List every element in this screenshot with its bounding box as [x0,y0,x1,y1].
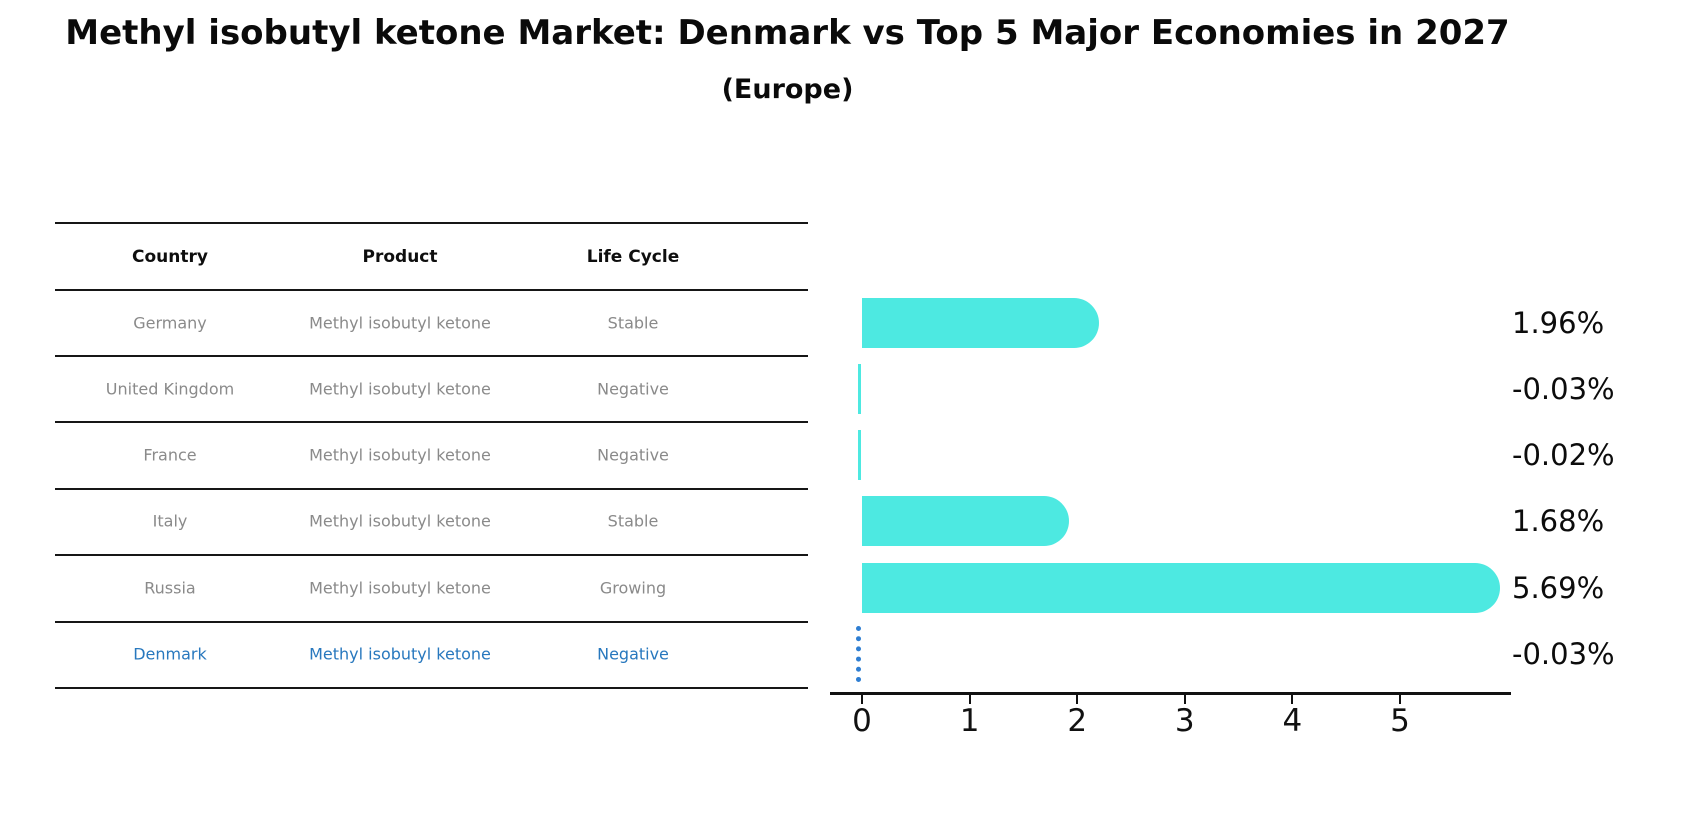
x-axis-tick [1399,695,1401,704]
table-cell-country: Denmark [133,644,207,664]
table-cell-country: Italy [152,511,188,531]
bar-italy [862,496,1069,546]
bar-germany [862,298,1099,348]
table-cell-product: Methyl isobutyl ketone [309,379,491,399]
table-rule [55,687,808,689]
x-axis-tick [861,695,863,704]
x-axis-tick [1183,695,1186,704]
table-rule [55,355,808,357]
table-cell-country: France [143,445,197,465]
bar-france [858,430,861,480]
table-cell-country: United Kingdom [105,379,235,399]
table-rule [55,421,808,423]
table-cell-lifecycle: Stable [607,313,659,333]
table-cell-lifecycle: Negative [597,445,669,465]
bar-russia [862,563,1501,613]
column-header-product: Product [362,247,438,267]
x-axis-tick-label: 2 [1067,703,1088,739]
x-axis-tick-label: 4 [1282,703,1303,739]
x-axis-line [830,692,1511,695]
table-cell-product: Methyl isobutyl ketone [309,644,491,664]
table-cell-lifecycle: Growing [599,578,667,598]
table-rule [55,554,808,556]
table-rule [55,289,808,291]
table-cell-lifecycle: Negative [597,644,669,664]
value-label-russia: 5.69% [1512,571,1605,605]
table-cell-product: Methyl isobutyl ketone [309,445,491,465]
column-header-country: Country [132,247,208,267]
table-rule [55,621,808,623]
x-axis-tick-label: 5 [1390,703,1410,739]
column-header-lifecycle: Life Cycle [586,247,680,267]
value-label-united-kingdom: -0.03% [1512,372,1615,406]
table-rule [55,488,808,490]
page-title: Methyl isobutyl ketone Market: Denmark v… [65,13,1510,53]
table-cell-product: Methyl isobutyl ketone [309,511,491,531]
bar-united-kingdom [858,364,861,414]
value-label-france: -0.02% [1512,438,1615,472]
table-cell-lifecycle: Negative [597,379,669,399]
x-axis-tick [1291,695,1294,704]
highlight-marker-denmark [855,626,861,682]
value-label-italy: 1.68% [1512,504,1605,538]
table-cell-country: Russia [144,578,196,598]
x-axis-tick-label: 1 [959,703,980,739]
table-cell-product: Methyl isobutyl ketone [309,313,491,333]
value-label-germany: 1.96% [1512,306,1605,340]
x-axis-tick [1076,695,1079,704]
value-label-denmark: -0.03% [1512,637,1615,671]
x-axis-tick [968,695,971,704]
x-axis-tick-label: 3 [1174,703,1195,739]
table-cell-product: Methyl isobutyl ketone [309,578,491,598]
page-subtitle: (Europe) [721,74,854,105]
table-cell-country: Germany [133,313,207,333]
x-axis-tick-label: 0 [852,703,872,739]
table-rule [55,222,808,224]
table-cell-lifecycle: Stable [607,511,659,531]
